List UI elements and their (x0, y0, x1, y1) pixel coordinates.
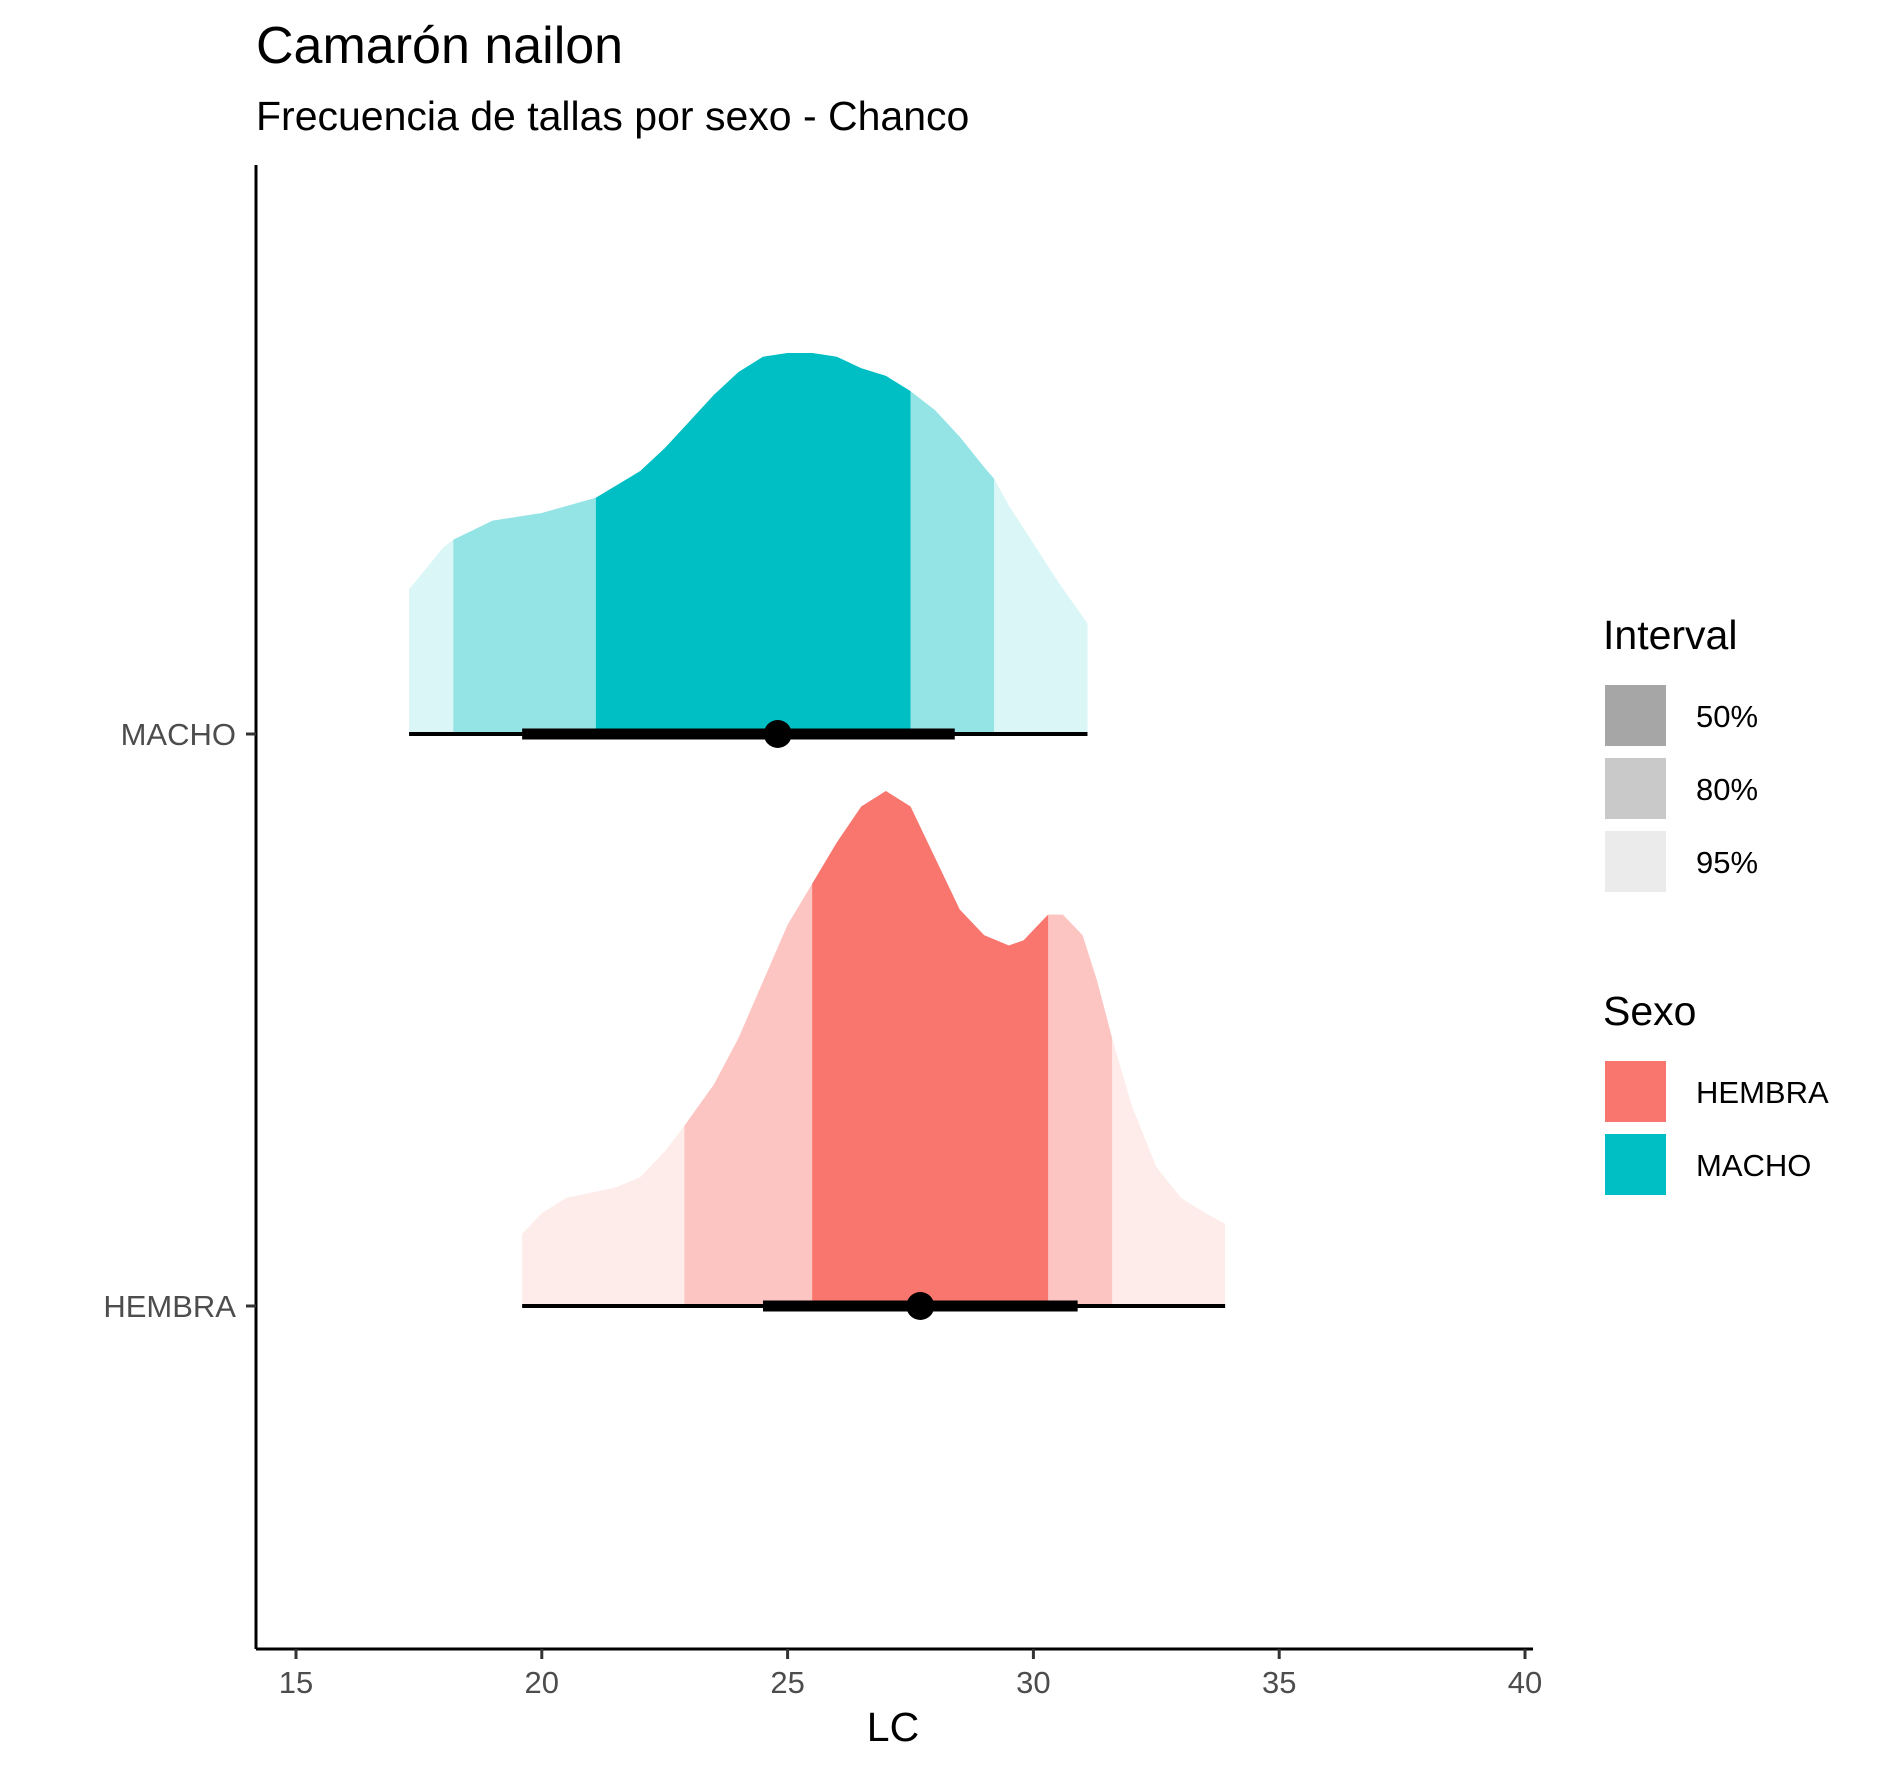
legend-sexo: Sexo HEMBRA MACHO (1603, 988, 1829, 1195)
legend-key-95 (1605, 831, 1666, 892)
x-tick-label-20: 20 (525, 1665, 559, 1700)
x-tick-label-15: 15 (279, 1665, 313, 1700)
legend-label-80: 80% (1696, 772, 1758, 807)
chart-title: Camarón nailon (256, 17, 623, 75)
legend-title-sexo: Sexo (1603, 988, 1696, 1034)
median-point-macho (763, 720, 792, 748)
legend-label-hembra: HEMBRA (1696, 1075, 1829, 1110)
x-tick-label-35: 35 (1262, 1665, 1296, 1700)
x-tick-label-30: 30 (1016, 1665, 1050, 1700)
legend-label-macho: MACHO (1696, 1148, 1811, 1183)
x-axis-title: LC (867, 1704, 919, 1750)
legend-key-50 (1605, 685, 1666, 746)
legend-label-95: 95% (1696, 845, 1758, 880)
density-50-hembra (812, 791, 1049, 1306)
halfeye-macho (409, 353, 1088, 748)
legend-label-50: 50% (1696, 699, 1758, 734)
legend-key-hembra (1605, 1061, 1666, 1122)
plot-area (409, 353, 1226, 1320)
x-tick-label-40: 40 (1508, 1665, 1542, 1700)
x-tick-label-25: 25 (770, 1665, 804, 1700)
density-50-macho (595, 353, 911, 734)
y-tick-label-macho: MACHO (121, 717, 236, 752)
halfeye-hembra (522, 791, 1226, 1320)
chart-subtitle: Frecuencia de tallas por sexo - Chanco (256, 93, 969, 139)
legend-interval: Interval 50% 80% 95% (1603, 612, 1758, 892)
legend-title-interval: Interval (1603, 612, 1737, 658)
legend-key-80 (1605, 758, 1666, 819)
axes: 15 20 25 30 35 40 MACHO HEMBRA (103, 165, 1542, 1700)
legend-key-macho (1605, 1134, 1666, 1195)
median-point-hembra (906, 1292, 935, 1320)
y-tick-label-hembra: HEMBRA (103, 1289, 236, 1324)
legends: Interval 50% 80% 95% Sexo HEMBRA MACHO (1603, 612, 1829, 1195)
